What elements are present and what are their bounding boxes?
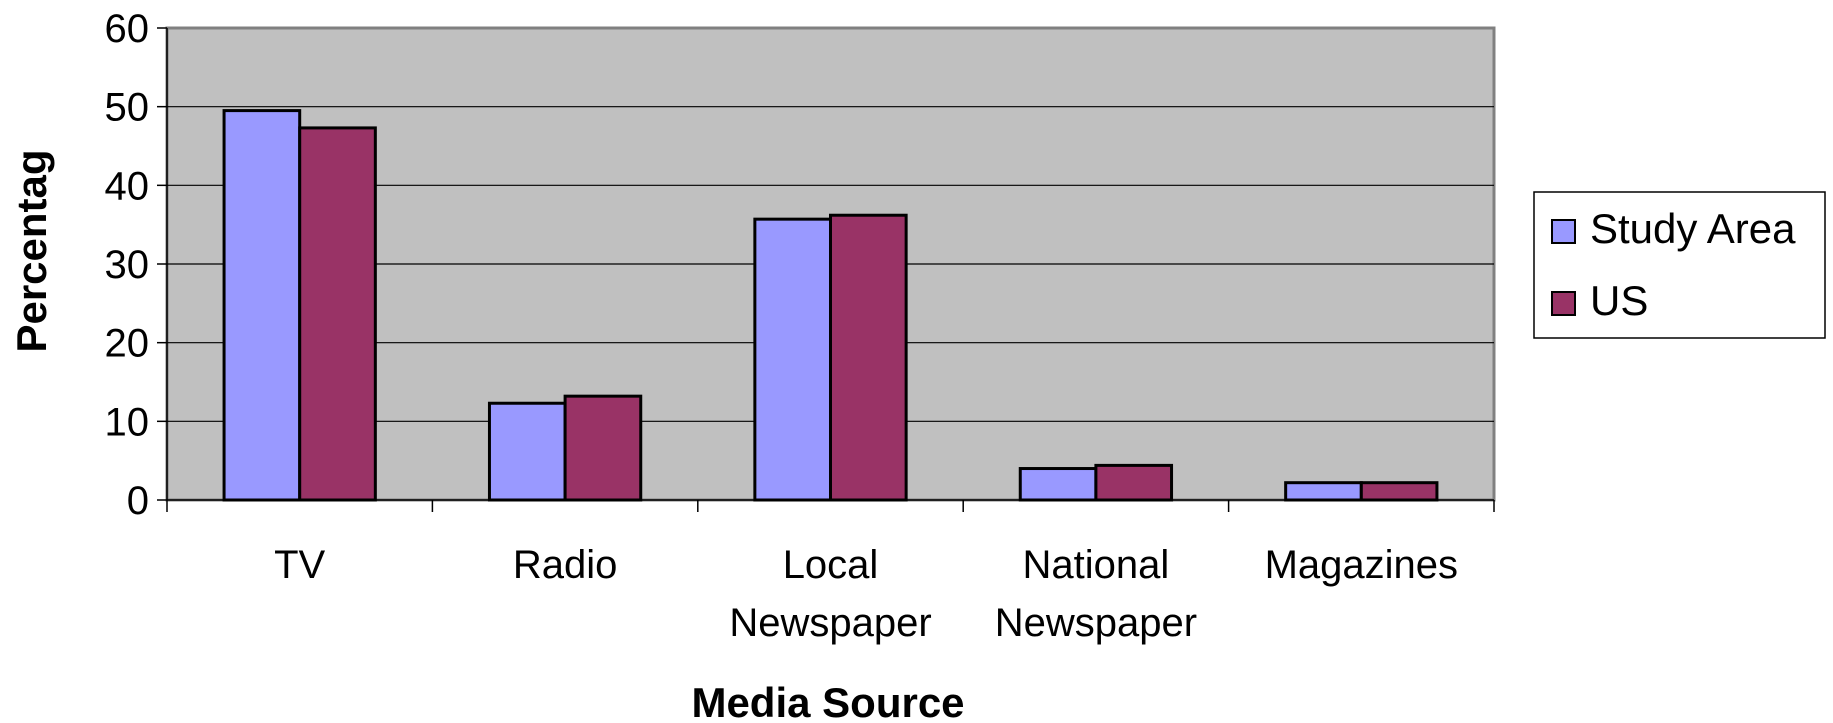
bar-study-area (753, 217, 833, 502)
bar-us (829, 213, 908, 502)
bar-study-area (1284, 481, 1363, 502)
y-tick-label: 0 (127, 479, 149, 523)
legend-swatch-us (1551, 291, 1576, 316)
x-category-label: Radio (513, 543, 618, 587)
bar-us (563, 394, 643, 502)
x-category-label-line: National (1023, 543, 1170, 587)
y-tick-labels: 0 10 20 30 40 50 60 (105, 7, 150, 523)
legend-box (1533, 191, 1826, 339)
x-category-label-line: TV (274, 543, 325, 587)
bars (222, 109, 1439, 502)
bar-study-area (487, 401, 567, 502)
bar-study-area (222, 109, 302, 502)
x-axis-title: Media Source (691, 679, 964, 723)
x-category-label: Magazines (1265, 543, 1458, 587)
x-category-label: Local Newspaper (729, 543, 931, 645)
y-tick-label: 10 (105, 400, 150, 444)
y-tick-label: 30 (105, 243, 150, 287)
bar-us (298, 126, 377, 502)
x-category-label-line: Magazines (1265, 543, 1458, 587)
x-category-label: National Newspaper (995, 543, 1197, 645)
legend: Study Area US (1533, 191, 1826, 339)
y-tick-label: 40 (105, 164, 150, 208)
legend-swatch-study-area (1551, 219, 1576, 244)
y-tick-label: 60 (105, 7, 150, 51)
x-category-label-line: Local (783, 543, 879, 587)
x-category-label-line: Newspaper (729, 601, 931, 645)
bar-us (1094, 463, 1174, 502)
bar-study-area (1018, 467, 1098, 502)
y-axis-title: Percentag (8, 149, 55, 352)
axes (157, 27, 1495, 512)
x-category-labels: TV Radio Local Newspaper National Newspaper Ma… (274, 543, 1458, 645)
x-category-label-line: Radio (513, 543, 618, 587)
x-category-label-line: Newspaper (995, 601, 1197, 645)
y-tick-label: 20 (105, 322, 150, 366)
x-category-label: TV (274, 543, 325, 587)
bar-us (1359, 481, 1439, 502)
legend-label-us: US (1590, 277, 1648, 324)
legend-label-study-area: Study Area (1590, 205, 1796, 252)
y-tick-label: 50 (105, 86, 150, 130)
